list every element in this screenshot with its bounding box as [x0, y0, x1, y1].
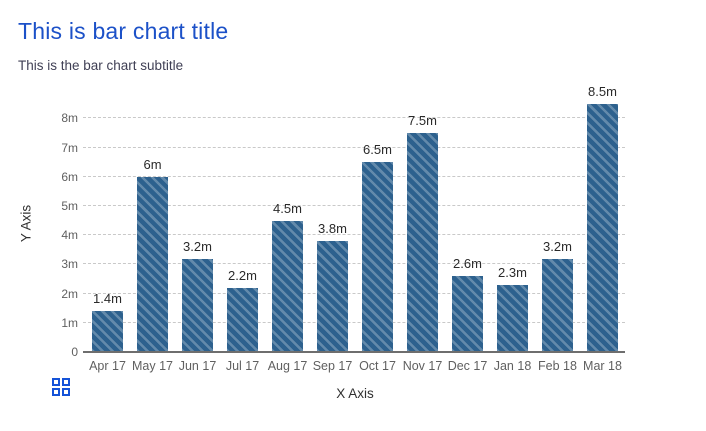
bar-aug-17[interactable]: [272, 220, 303, 352]
x-tick-label: Aug 17: [267, 359, 308, 373]
x-tick-label: Dec 17: [447, 359, 488, 373]
bar-value-label: 3.2m: [183, 238, 212, 254]
bar-mar-18[interactable]: [587, 103, 618, 352]
y-tick-label: 4m: [61, 228, 78, 243]
gridline: [83, 321, 625, 323]
bar-value-label: 8.5m: [588, 83, 617, 99]
bar-value-label: 2.6m: [453, 256, 482, 272]
x-tick-label: Sep 17: [312, 359, 353, 373]
gridline: [83, 234, 625, 236]
bar-value-label: 3.2m: [543, 238, 572, 254]
bar-value-label: 6.5m: [363, 142, 392, 158]
bar-jan-18[interactable]: [497, 284, 528, 352]
bar-dec-17[interactable]: [452, 276, 483, 352]
grid-icon-square: [52, 378, 60, 386]
bar-value-label: 6m: [143, 156, 162, 172]
x-axis-labels: Apr 17 May 17 Jun 17 Jul 17 Aug 17 Sep 17 Oct …: [85, 359, 625, 375]
bar-value-label: 7.5m: [408, 113, 437, 128]
grid-icon-square: [52, 388, 60, 396]
bar-value-label: 1.4m: [93, 291, 122, 307]
gridline: [83, 146, 625, 148]
gridline: [83, 292, 625, 294]
y-tick-label: 1m: [61, 315, 78, 330]
bar-may-17[interactable]: [137, 176, 168, 352]
y-axis-ticks: 0 1m 2m 3m 4m 5m 6m 7m 8m: [30, 95, 78, 359]
gridline: [83, 175, 625, 177]
bar-value-label: 2.2m: [228, 267, 257, 283]
gridline: [83, 205, 625, 206]
y-tick-label: 3m: [61, 257, 78, 272]
y-tick-label: 0: [71, 345, 78, 359]
y-tick-label: 8m: [61, 111, 78, 126]
bar-sep-17[interactable]: [317, 241, 348, 352]
bar-jul-17[interactable]: [227, 287, 258, 352]
bar-value-label: 3.8m: [318, 221, 347, 237]
x-tick-label: Jun 17: [178, 359, 217, 373]
y-tick-label: 7m: [61, 140, 78, 155]
bar-feb-18[interactable]: [542, 258, 573, 352]
gridline: [83, 117, 625, 119]
y-tick-label: 6m: [61, 169, 78, 184]
bar-nov-17[interactable]: [407, 133, 438, 352]
x-tick-label: May 17: [132, 359, 173, 373]
grid-icon-square: [62, 378, 70, 386]
x-tick-label: Jul 17: [225, 359, 260, 373]
bar-jun-17[interactable]: [182, 258, 213, 352]
x-tick-label: Mar 18: [583, 359, 622, 373]
bar-value-label: 2.3m: [498, 264, 527, 280]
x-tick-label: Nov 17: [402, 359, 443, 373]
bar-apr-17[interactable]: [92, 311, 123, 352]
x-axis-line: [83, 351, 625, 353]
x-tick-label: Oct 17: [359, 359, 396, 373]
grid-2x2-icon[interactable]: [52, 378, 72, 396]
y-tick-label: 5m: [61, 199, 78, 213]
y-tick-label: 2m: [61, 286, 78, 301]
grid-icon-square: [62, 388, 70, 396]
x-tick-label: Feb 18: [538, 359, 577, 373]
x-axis-title: X Axis: [336, 386, 374, 401]
chart-title: This is bar chart title: [18, 18, 229, 44]
plot-area: 1.4m 6m 3.2m 2.2m 4.5m 3.8m 6.5m 7.5m 2.6m 2.3m 3.…: [83, 84, 625, 352]
gridline: [83, 263, 625, 265]
x-tick-label: Apr 17: [89, 359, 126, 373]
bar-oct-17[interactable]: [362, 162, 393, 352]
x-tick-label: Jan 18: [493, 359, 532, 373]
chart-subtitle: This is the bar chart subtitle: [18, 58, 184, 73]
bar-value-label: 4.5m: [273, 200, 302, 216]
